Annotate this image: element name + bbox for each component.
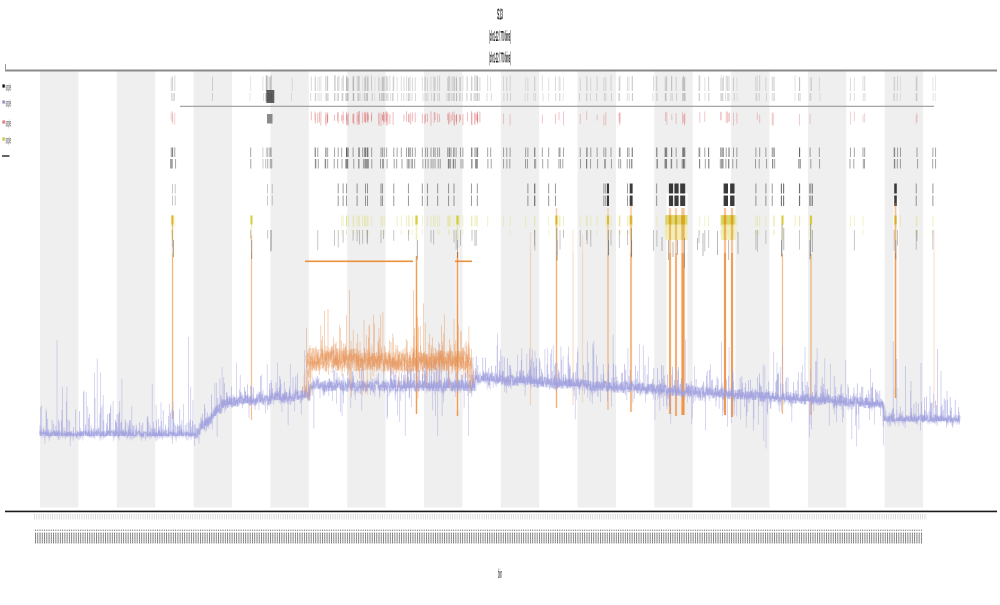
svg-text:samples: samples [6, 118, 12, 129]
svg-text:samples: samples [6, 82, 12, 93]
svg-text:samples: samples [6, 135, 12, 146]
svg-text:S13: S13 [497, 7, 503, 24]
svg-text:(chr1-22 / 770 bins): (chr1-22 / 770 bins) [489, 50, 511, 67]
svg-text:samples: samples [6, 98, 12, 109]
svg-text:(chr1-22 / 770 bins): (chr1-22 / 770 bins) [489, 28, 511, 45]
svg-text:bin: bin [498, 567, 502, 582]
